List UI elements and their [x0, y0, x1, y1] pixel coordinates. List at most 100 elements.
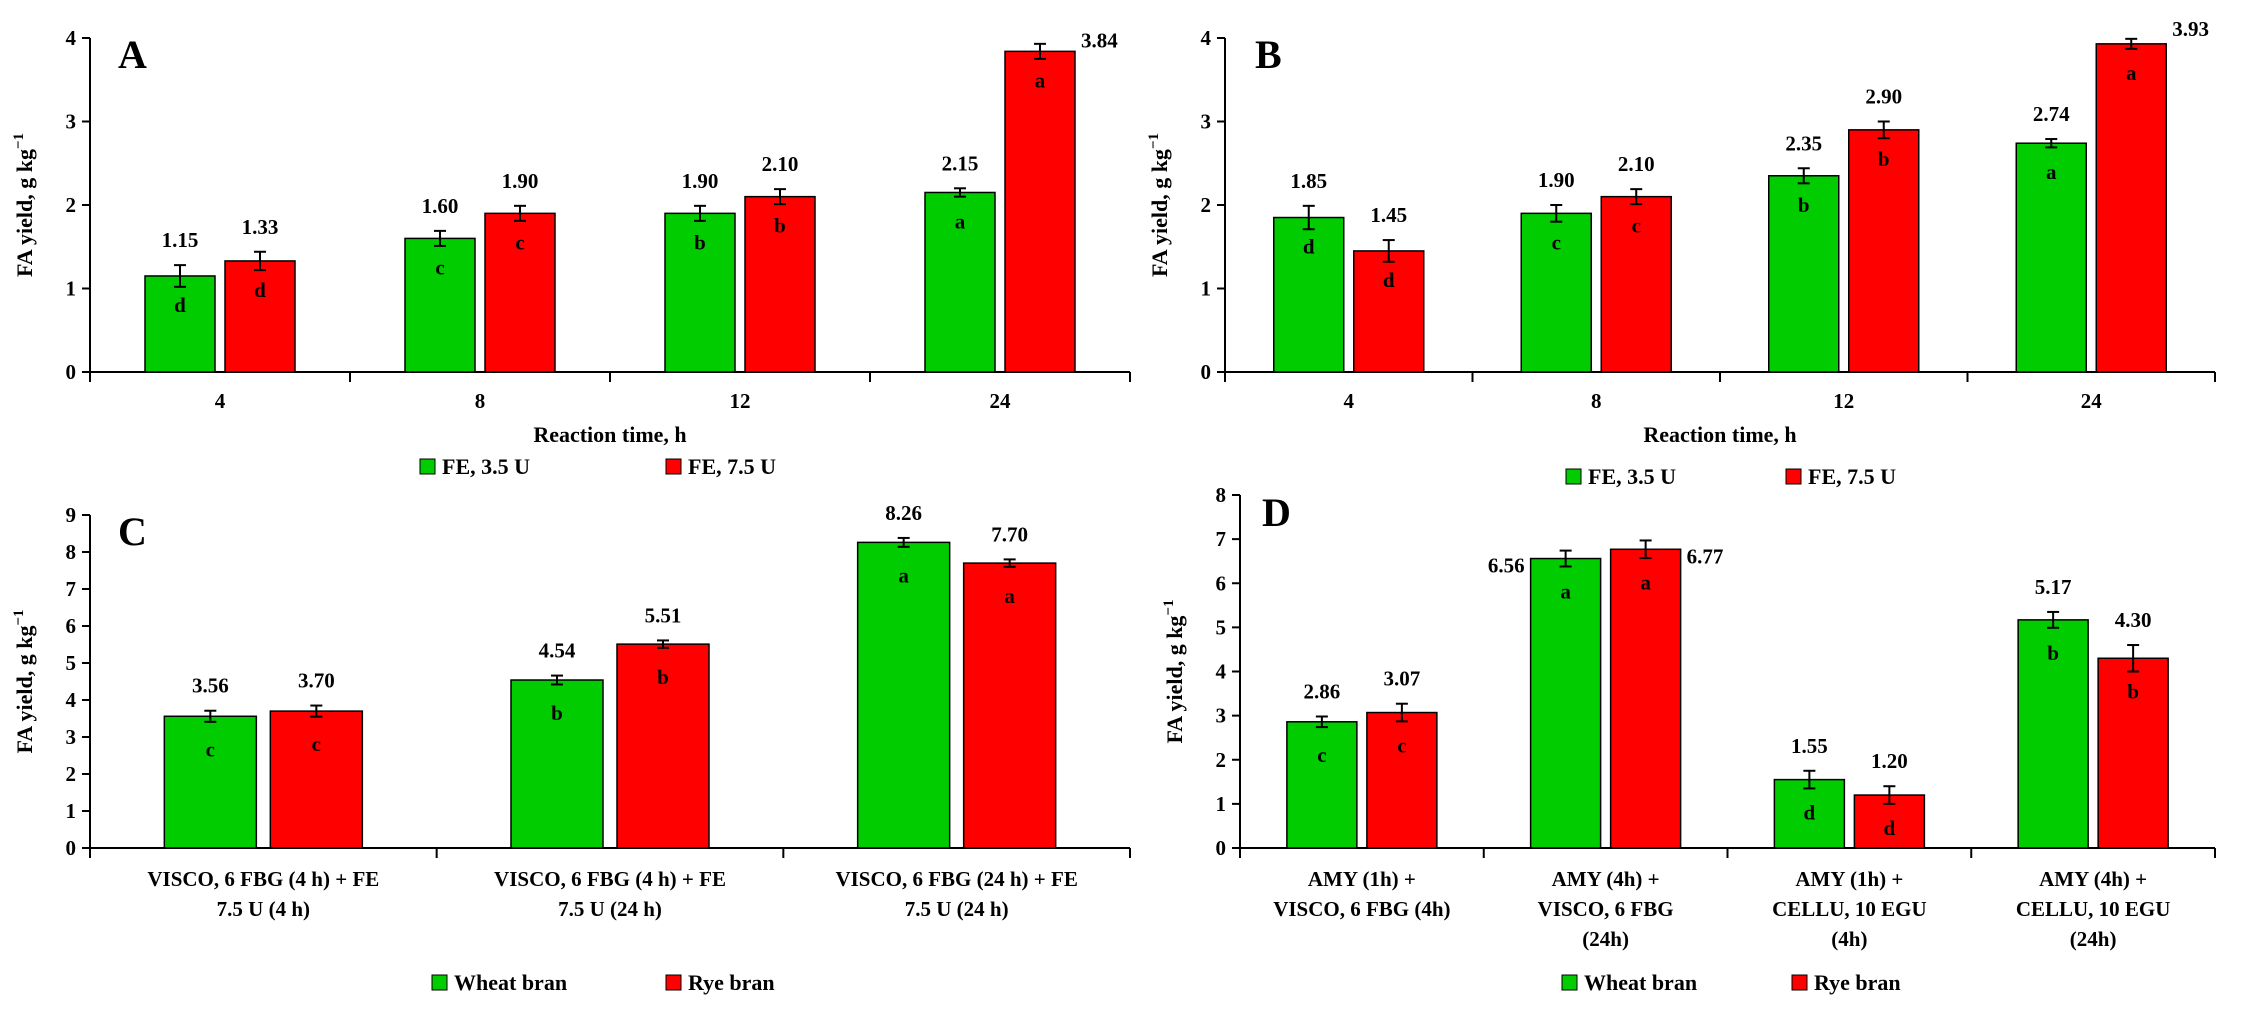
significance-letter: a [2126, 61, 2137, 85]
value-label: 6.56 [1488, 554, 1525, 578]
panel-label: D [1262, 490, 1291, 535]
significance-letter: b [2127, 679, 2139, 703]
significance-letter: c [206, 737, 215, 761]
x-tick-label: VISCO, 6 FBG (24 h) + FE [835, 867, 1077, 891]
x-tick-label: 12 [1833, 389, 1854, 413]
significance-letter: b [1878, 147, 1890, 171]
y-tick-label: 0 [1201, 360, 1212, 384]
y-tick-label: 2 [1216, 748, 1227, 772]
x-tick-label: 8 [475, 389, 486, 413]
bar [1529, 557, 1602, 849]
value-label: 5.51 [645, 603, 682, 627]
bar [1286, 721, 1358, 849]
legend-swatch [1785, 468, 1802, 485]
significance-letter: c [515, 230, 524, 254]
y-tick-label: 2 [66, 193, 77, 217]
legend-swatch [665, 458, 682, 475]
significance-letter: c [435, 255, 444, 279]
value-label: 7.70 [991, 522, 1028, 546]
x-tick-label: 7.5 U (24 h) [905, 897, 1009, 921]
legend-label: Rye bran [1814, 970, 1901, 995]
value-label: 2.35 [1785, 131, 1822, 155]
legend-label: FE, 7.5 U [1808, 464, 1896, 489]
x-tick-label: VISCO, 6 FBG [1538, 897, 1674, 921]
y-tick-label: 2 [1201, 193, 1212, 217]
y-axis-label-superscript: −1 [11, 609, 27, 625]
bar [269, 710, 364, 849]
y-tick-label: 1 [66, 799, 77, 823]
significance-letter: d [1383, 268, 1395, 292]
legend-swatch [1565, 468, 1582, 485]
y-tick-label: 3 [66, 725, 77, 749]
significance-letter: d [1303, 235, 1315, 259]
value-label: 2.74 [2033, 102, 2070, 126]
x-tick-label: 4 [215, 389, 226, 413]
significance-letter: a [1035, 68, 1046, 92]
y-tick-label: 8 [1216, 483, 1227, 507]
legend-label: FE, 3.5 U [442, 454, 530, 479]
value-label: 3.70 [298, 669, 335, 693]
y-tick-label: 4 [1201, 26, 1212, 50]
panel-label: C [118, 509, 147, 554]
y-tick-label: 4 [1216, 660, 1227, 684]
value-label: 1.90 [1538, 168, 1575, 192]
y-tick-label: 3 [1201, 110, 1212, 134]
y-axis-label: FA yield, g kg−1 [1146, 133, 1172, 277]
x-tick-label: 4 [1344, 389, 1355, 413]
value-label: 4.54 [539, 639, 576, 663]
value-label: 1.15 [162, 228, 199, 252]
bar [1600, 195, 1672, 373]
chart-panel-c: 0 1 2 3 4 5 6 7 8 9 FA yield, g kg−1 C 3.56 c 3.70 c VIS… [11, 501, 1131, 995]
y-tick-label: 6 [1216, 571, 1227, 595]
significance-letter: c [1632, 214, 1641, 238]
bar [1273, 216, 1345, 373]
bar [1520, 212, 1592, 373]
y-tick-label: 1 [66, 277, 77, 301]
chart-panel-d: 0 1 2 3 4 5 6 7 8 FA yield, g kg−1 D 2.86 c 3.07 c AMY … [1161, 483, 2216, 995]
significance-letter: d [1884, 816, 1896, 840]
y-tick-label: 0 [1216, 836, 1227, 860]
legend-swatch [1561, 974, 1578, 991]
bar [163, 715, 258, 849]
bar [616, 643, 710, 849]
bar [1353, 250, 1425, 373]
y-tick-label: 2 [66, 762, 77, 786]
significance-letter: c [1317, 743, 1326, 767]
y-axis-label-superscript: −1 [1161, 599, 1177, 615]
value-label: 1.33 [242, 215, 279, 239]
y-tick-label: 0 [66, 836, 77, 860]
y-tick-label: 1 [1216, 792, 1227, 816]
value-label: 8.26 [885, 501, 922, 525]
y-tick-label: 7 [66, 577, 77, 601]
value-label: 1.90 [502, 169, 539, 193]
y-axis-label: FA yield, g kg−1 [11, 609, 37, 753]
x-tick-label: (24h) [1582, 927, 1629, 951]
bar [2095, 43, 2167, 373]
value-label: 3.93 [2172, 17, 2209, 41]
value-label: 4.30 [2115, 608, 2152, 632]
x-tick-label: 7.5 U (4 h) [217, 897, 310, 921]
value-label: 2.15 [942, 151, 979, 175]
value-label: 2.10 [762, 152, 799, 176]
significance-letter: a [2046, 160, 2057, 184]
value-label: 1.20 [1871, 749, 1908, 773]
significance-letter: a [1004, 584, 1015, 608]
x-tick-label: 7.5 U (24 h) [558, 897, 662, 921]
x-tick-label: (4h) [1831, 927, 1867, 951]
value-label: 5.17 [2035, 575, 2072, 599]
y-tick-label: 5 [1216, 615, 1227, 639]
y-tick-label: 6 [66, 614, 77, 638]
legend-swatch [665, 974, 682, 991]
value-label: 1.45 [1370, 203, 1407, 227]
bar [744, 195, 816, 373]
value-label: 1.90 [682, 169, 719, 193]
x-tick-label: CELLU, 10 EGU [1772, 897, 1927, 921]
x-tick-label: AMY (1h) + [1795, 867, 1903, 891]
bar [1848, 129, 1920, 373]
y-tick-label: 4 [66, 26, 77, 50]
x-tick-label: 24 [2081, 389, 2103, 413]
value-label: 1.85 [1290, 169, 1327, 193]
y-tick-label: 0 [66, 360, 77, 384]
significance-letter: b [551, 701, 563, 725]
bar [144, 275, 216, 373]
